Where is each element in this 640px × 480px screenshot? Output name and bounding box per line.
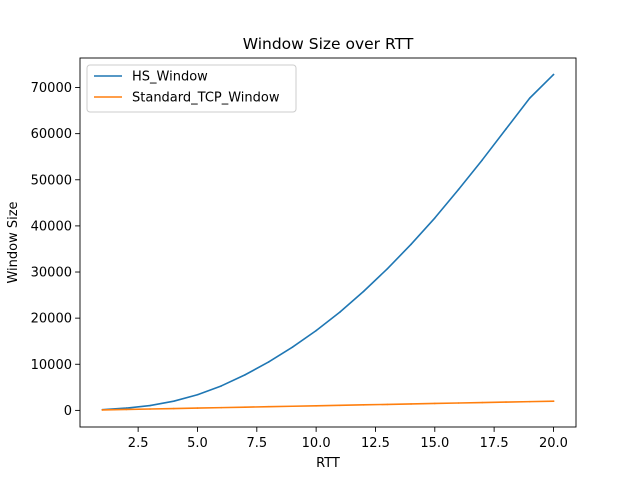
data-point-hs-window	[528, 97, 531, 99]
series-layer	[101, 73, 555, 411]
y-axis-ticks: 0 10000 20000 30000 40000 50000 60000 70000	[31, 81, 80, 419]
data-point-standard-tcp-window	[149, 408, 151, 410]
data-point-standard-tcp-window	[172, 407, 175, 410]
y-tick-label: 40000	[31, 219, 72, 234]
data-point-standard-tcp-window	[457, 402, 460, 404]
x-axis-ticks: 2.5 5.0 7.5 10.0 12.5 15.0 17.5 20.0	[128, 427, 568, 451]
data-point-standard-tcp-window	[267, 405, 270, 408]
y-tick-label: 50000	[31, 173, 72, 188]
data-point-standard-tcp-window	[386, 403, 389, 406]
x-axis-label: RTT	[316, 456, 340, 471]
x-tick-label: 7.5	[246, 436, 267, 451]
x-tick-label: 12.5	[361, 436, 390, 451]
data-point-hs-window	[315, 329, 317, 332]
x-tick-label: 15.0	[420, 436, 449, 451]
data-point-hs-window	[149, 404, 151, 407]
series-line-standard-tcp-window	[101, 400, 555, 411]
data-point-hs-window	[244, 374, 246, 376]
data-point-hs-window	[481, 159, 484, 161]
data-point-hs-window	[291, 346, 294, 349]
y-tick-label: 30000	[31, 266, 72, 281]
data-point-standard-tcp-window	[291, 405, 294, 408]
plot-frame	[79, 57, 577, 428]
data-point-hs-window	[267, 361, 270, 363]
legend-label-standard-tcp-window: Standard_TCP_Window	[132, 91, 280, 106]
data-point-standard-tcp-window	[481, 401, 484, 404]
data-point-hs-window	[433, 217, 436, 219]
data-point-standard-tcp-window	[433, 402, 436, 405]
data-point-standard-tcp-window	[505, 401, 507, 403]
data-point-hs-window	[220, 385, 223, 387]
data-point-standard-tcp-window	[125, 408, 128, 411]
y-axis-label: Window Size	[6, 201, 21, 283]
legend-box	[86, 64, 297, 113]
x-tick-label: 20.0	[539, 436, 568, 451]
series-line-hs-window	[101, 73, 555, 411]
data-point-hs-window	[172, 400, 175, 402]
data-point-hs-window	[505, 128, 507, 130]
x-tick-label: 5.0	[187, 436, 208, 451]
data-point-hs-window	[410, 243, 412, 246]
data-point-standard-tcp-window	[552, 400, 555, 402]
data-point-hs-window	[362, 290, 365, 293]
y-tick-label: 10000	[31, 358, 72, 373]
data-point-standard-tcp-window	[315, 404, 317, 407]
y-tick-label: 60000	[31, 127, 72, 142]
data-point-standard-tcp-window	[528, 400, 531, 403]
x-tick-label: 10.0	[302, 436, 331, 451]
y-tick-label: 20000	[31, 312, 72, 327]
y-tick-label: 0	[64, 404, 72, 419]
legend-label-hs-window: HS_Window	[132, 70, 208, 85]
x-tick-label: 17.5	[480, 436, 509, 451]
x-tick-label: 2.5	[128, 436, 149, 451]
data-point-hs-window	[457, 188, 460, 191]
data-point-standard-tcp-window	[339, 404, 341, 407]
data-point-standard-tcp-window	[196, 407, 199, 409]
data-point-standard-tcp-window	[410, 403, 412, 405]
chart-title: Window Size over RTT	[243, 35, 414, 53]
data-point-hs-window	[386, 267, 389, 270]
legend: HS_Window Standard_TCP_Window	[86, 64, 297, 113]
data-point-hs-window	[339, 311, 341, 313]
data-point-hs-window	[552, 73, 555, 76]
data-point-standard-tcp-window	[362, 404, 365, 406]
data-point-standard-tcp-window	[244, 406, 246, 408]
data-point-standard-tcp-window	[101, 409, 104, 411]
data-point-hs-window	[125, 407, 128, 409]
data-point-standard-tcp-window	[220, 406, 223, 409]
data-point-hs-window	[196, 393, 199, 396]
y-tick-label: 70000	[31, 81, 72, 96]
